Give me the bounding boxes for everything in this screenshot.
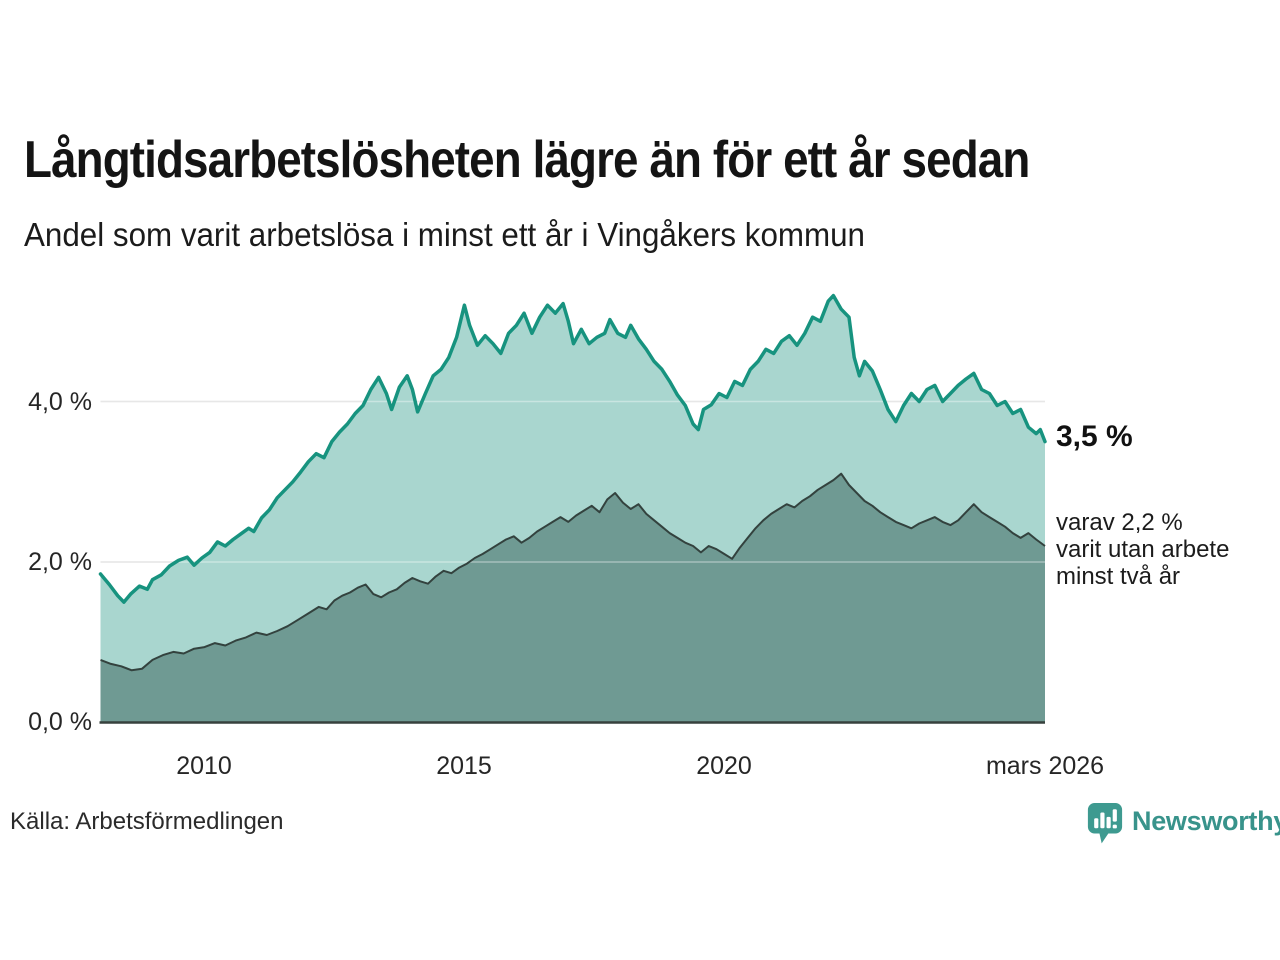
latest-value-label: 3,5 % [1056, 420, 1133, 453]
two-year-annotation: varav 2,2 % varit utan arbete minst två … [1056, 509, 1229, 590]
newsworthy-wordmark: Newsworthy [1132, 806, 1280, 836]
page-subtitle: Andel som varit arbetslösa i minst ett å… [24, 216, 865, 253]
two-year-annotation-line2: varit utan arbete [1056, 536, 1230, 563]
x-axis-label-2020: 2020 [696, 752, 752, 780]
newsworthy-logo[interactable]: Newsworthy [1086, 801, 1280, 850]
x-axis-label-2010: 2010 [176, 752, 232, 780]
page-title: Långtidsarbetslösheten lägre än för ett … [24, 131, 1030, 189]
y-axis-label-0: 0,0 % [28, 708, 92, 736]
x-axis-label-2015: 2015 [436, 752, 492, 780]
y-axis-label-4: 4,0 % [28, 388, 92, 416]
x-axis-label-mars-2026: mars 2026 [985, 752, 1105, 780]
newsworthy-logo-icon [1086, 801, 1124, 850]
two-year-annotation-line1: varav 2,2 % [1056, 509, 1183, 536]
source-note: Källa: Arbetsförmedlingen [10, 808, 284, 835]
y-axis-label-2: 2,0 % [28, 548, 92, 576]
two-year-annotation-line3: minst två år [1056, 563, 1181, 590]
